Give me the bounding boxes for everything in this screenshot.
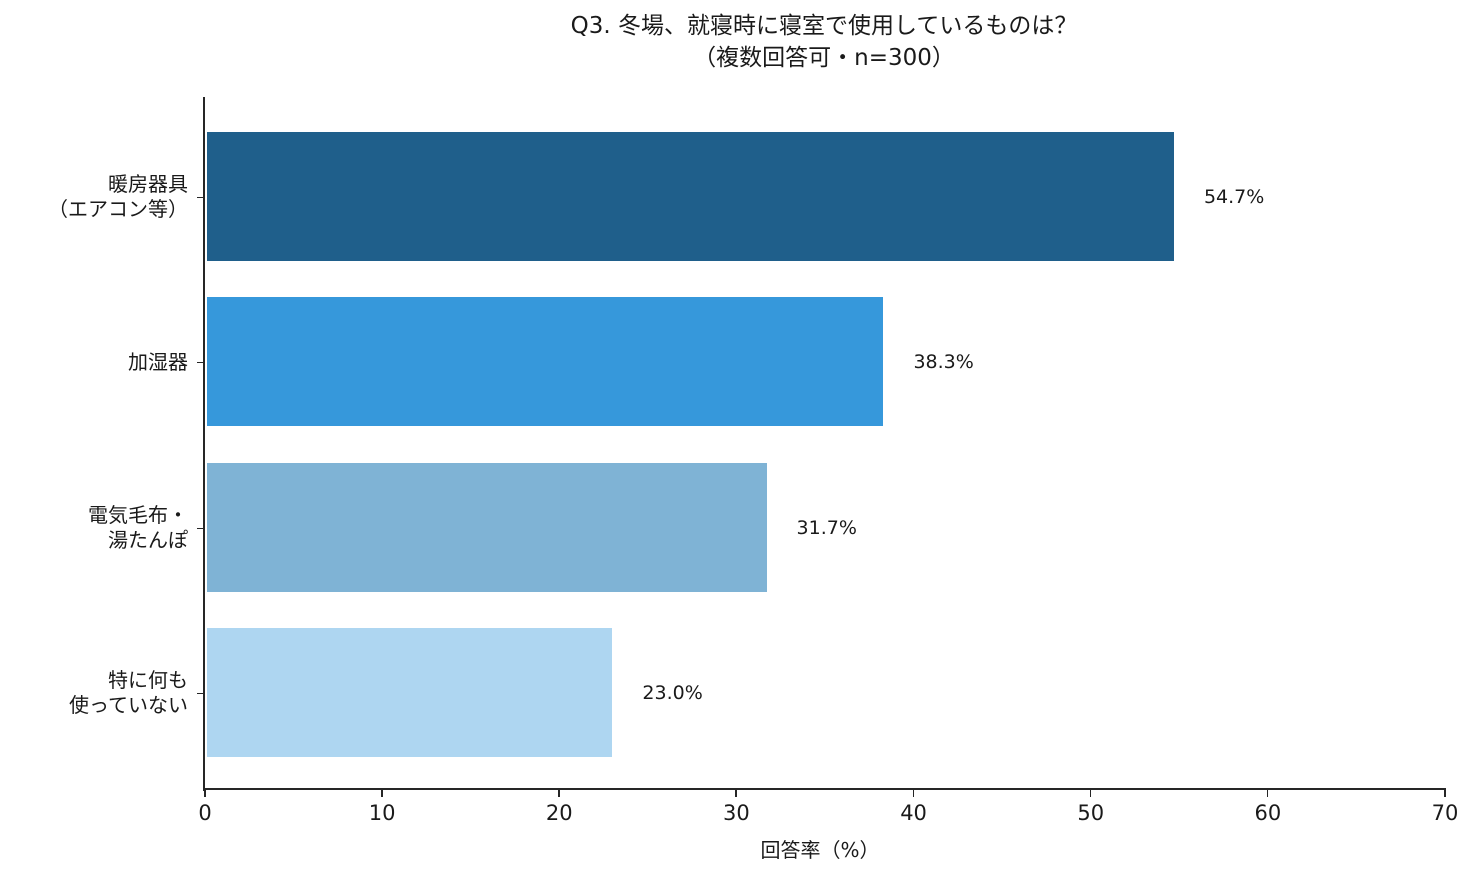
- y-category-label-line: 使っていない: [69, 692, 188, 717]
- bar-3: [207, 628, 613, 757]
- x-tick-label: 60: [1254, 801, 1282, 825]
- y-tick: [197, 692, 203, 694]
- x-tick-label: 70: [1431, 801, 1459, 825]
- bar-value-label: 31.7%: [796, 516, 857, 539]
- bar-0: [207, 132, 1174, 261]
- y-category-label: 電気毛布・ 湯たんぽ: [88, 503, 188, 553]
- x-tick: [735, 790, 737, 797]
- chart-title-line-2: （複数回答可・n=300）: [693, 45, 955, 71]
- bar-1: [207, 297, 884, 426]
- x-tick-label: 40: [900, 801, 927, 825]
- y-axis-line: [203, 97, 205, 791]
- chart-title: Q3. 冬場、就寝時に寝室で使用しているものは？ （複数回答可・n=300）: [0, 10, 1476, 74]
- y-category-label: 暖房器具 （エアコン等）: [48, 172, 188, 222]
- x-tick-label: 20: [545, 801, 573, 825]
- bar-value-label: 38.3%: [913, 350, 974, 373]
- x-tick: [1089, 790, 1092, 797]
- x-axis-title: 回答率（%）: [760, 838, 880, 862]
- y-category-label-line: 特に何も: [108, 667, 188, 692]
- x-tick: [558, 790, 560, 797]
- bar-2: [207, 463, 767, 592]
- x-tick-label: 10: [368, 801, 396, 825]
- chart-title-line-1: Q3. 冬場、就寝時に寝室で使用しているものは？: [570, 13, 1078, 39]
- x-tick-label: 0: [198, 801, 212, 825]
- bar-value-label: 54.7%: [1203, 185, 1265, 208]
- bar-value-label: 23.0%: [642, 681, 703, 704]
- y-category-label-line: 加湿器: [128, 349, 188, 374]
- x-tick-label: 50: [1077, 801, 1105, 825]
- x-tick: [912, 790, 915, 797]
- y-tick: [197, 527, 203, 529]
- x-tick: [1266, 790, 1269, 797]
- x-tick: [1444, 790, 1446, 797]
- y-category-label-line: 湯たんぽ: [108, 527, 188, 552]
- y-tick: [197, 361, 203, 363]
- y-category-label: 加湿器: [128, 350, 188, 375]
- y-category-label-line: （エアコン等）: [48, 196, 188, 221]
- y-category-label-line: 電気毛布・: [88, 502, 188, 527]
- y-category-label: 特に何も 使っていない: [69, 668, 188, 718]
- x-tick-label: 30: [723, 801, 750, 825]
- x-axis-line: [203, 788, 1446, 790]
- x-tick: [381, 790, 383, 797]
- y-tick: [197, 196, 203, 198]
- y-category-label-line: 暖房器具: [108, 171, 188, 196]
- x-tick: [204, 790, 206, 797]
